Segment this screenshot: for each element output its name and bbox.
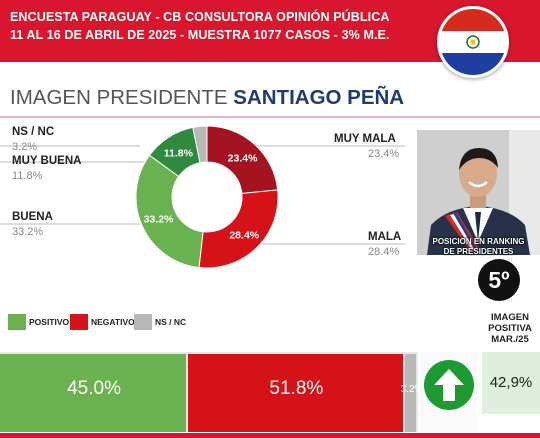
bar-label-ns-nc: 3.2% [400,384,424,395]
survey-title: ENCUESTA PARAGUAY - CB CONSULTORA OPINIÓ… [10,10,390,24]
president-photo [417,130,540,255]
bar-label-positivo: 45.0% [67,378,121,399]
label-muy-mala: MUY MALA [334,133,396,145]
donut-slice-labels: 23.4% 28.4% 33.2% 11.8% [144,147,260,241]
donut-slices [135,125,279,269]
value-muy-mala: 23.4% [368,148,400,160]
survey-details: 11 AL 16 DE ABRIL DE 2025 - MUESTRA 1077… [10,28,390,42]
previous-positive-label: IMAGEN POSITIVA MAR./25 [480,312,540,345]
ranking-caption-line-2: DE PRESIDENTES [443,247,514,256]
legend-swatch-negativo [70,314,88,330]
paraguay-flag-icon [437,6,509,78]
value-buena: 33.2% [12,226,44,238]
ranking-caption: POSICION EN RANKING DE PRESIDENTES [417,237,540,257]
leader-lines [0,145,405,245]
ranking-badge: 5º [478,259,520,301]
label-buena: BUENA [12,211,53,223]
donut-value-mala: 28.4% [229,230,259,242]
arrow-up-icon [424,360,474,410]
bar-segment-negativo [188,354,403,432]
bar-segment-ns-nc [404,354,416,432]
donut-value-muy-buena: 11.8% [164,147,194,159]
previous-label-line-2: POSITIVA [488,323,532,334]
donut-value-muy-mala: 23.4% [228,153,258,165]
previous-label-line-3: MAR./25 [491,334,529,345]
donut-slice-buena [135,154,204,269]
bottom-accent-line [0,433,540,438]
donut-value-buena: 33.2% [144,213,174,225]
legend-label-ns-nc: NS / NC [155,317,187,327]
donut-slice-mala [198,189,279,269]
previous-value-box [482,352,540,414]
title-prefix: IMAGEN PRESIDENTE [10,86,228,109]
label-ns-nc: NS / NC [12,126,55,138]
legend-swatch-positivo [8,314,26,330]
legend-swatch-ns-nc [134,314,152,330]
legend-label-positivo: POSITIVO [29,317,70,327]
value-muy-buena: 11.8% [12,170,43,182]
ranking-caption-line-1: POSICION EN RANKING [432,237,525,246]
label-muy-buena: MUY BUENA [12,155,82,167]
label-mala: MALA [368,231,402,243]
previous-positive-value: 42,9% [489,374,533,391]
page-title: IMAGEN PRESIDENTE SANTIAGO PEÑA [10,86,404,110]
legend-label-negativo: NEGATIVO [91,317,135,327]
value-mala: 28.4% [368,246,400,258]
donut-chart: 23.4% 28.4% 33.2% 11.8% [0,125,405,269]
title-divider [0,116,540,118]
bar-label-negativo: 51.8% [269,378,324,399]
donut-slice-ns-nc [192,125,208,164]
president-name: SANTIAGO PEÑA [233,86,405,109]
bar-segment-positivo [0,354,187,432]
value-ns-nc: 3.2% [12,141,38,153]
previous-label-line-1: IMAGEN [491,312,529,323]
